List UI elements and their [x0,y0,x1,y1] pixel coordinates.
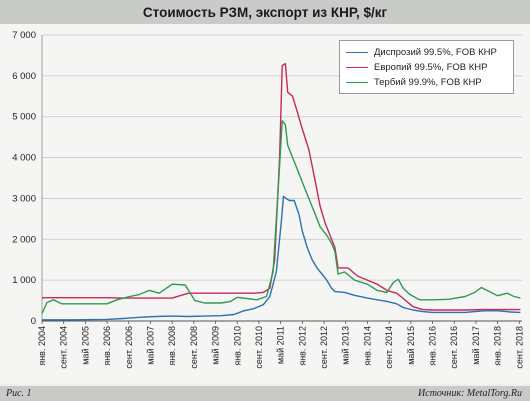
legend-label: Тербий 99.9%, FOB КНР [374,76,482,88]
series-line [41,120,521,314]
y-tick-label: 6 000 [12,71,36,82]
legend-swatch [346,66,368,68]
x-tick-label: сент. 2004 [59,326,69,369]
x-tick-label: янв. 2016 [428,326,438,366]
legend-item: Диспрозий 99.5%, FOB КНР [346,45,497,59]
x-tick-label: сент. 2014 [384,326,394,369]
chart-legend: Диспрозий 99.5%, FOB КНР Европий 99.5%, F… [339,40,514,94]
x-tick-label: янв. 2014 [362,326,372,366]
x-tick-label: сент. 2018 [514,326,524,369]
x-tick-label: сент. 2016 [449,326,459,369]
y-tick-label: 3 000 [12,193,36,204]
title-bar: Стоимость РЗМ, экспорт из КНР, $/кг [0,0,530,24]
series-line [42,62,521,311]
x-tick-label: май 2007 [145,326,155,365]
x-tick-label: сент. 2008 [189,326,199,369]
x-tick-label: сент. 2012 [319,326,329,369]
x-tick-label: янв. 2006 [102,326,112,366]
x-tick-label: май 2013 [341,326,351,365]
x-tick-label: сент. 2010 [254,326,264,369]
y-tick-label: 4 000 [12,153,36,164]
y-tick-label: 5 000 [12,112,36,123]
x-tick-label: янв. 2008 [167,326,177,366]
chart-title: Стоимость РЗМ, экспорт из КНР, $/кг [142,4,388,20]
footer-bar [0,386,530,401]
legend-label: Европий 99.5%, FOB КНР [374,61,488,73]
legend-swatch [346,81,368,83]
x-tick-label: сент. 2006 [124,326,134,369]
y-tick-label: 2 000 [12,234,36,245]
y-tick-label: 1 000 [12,275,36,286]
y-tick-label: 7 000 [12,30,36,41]
y-tick-label: 0 [31,316,36,327]
legend-item: Тербий 99.9%, FOB КНР [346,75,482,89]
legend-item: Европий 99.5%, FOB КНР [346,60,487,74]
x-tick-label: янв. 2012 [297,326,307,366]
legend-swatch [346,51,368,53]
source-note: Источник: MetalTorg.Ru [418,388,522,399]
x-tick-label: янв. 2004 [37,326,47,366]
x-tick-label: янв. 2010 [232,326,242,366]
legend-label: Диспрозий 99.5%, FOB КНР [374,46,497,58]
x-tick-label: янв. 2018 [493,326,503,366]
x-tick-label: май 2009 [211,326,221,365]
x-tick-label: май 2015 [406,326,416,365]
line-chart: 0 1 000 2 000 3 000 4 000 5 000 6 000 7 000 янв.… [12,30,524,369]
x-tick-label: май 2005 [80,326,90,365]
series-line [42,195,521,321]
x-tick-label: май 2017 [471,326,481,365]
x-tick-label: май 2011 [276,326,286,364]
figure-label: Рис. 1 [6,388,32,399]
